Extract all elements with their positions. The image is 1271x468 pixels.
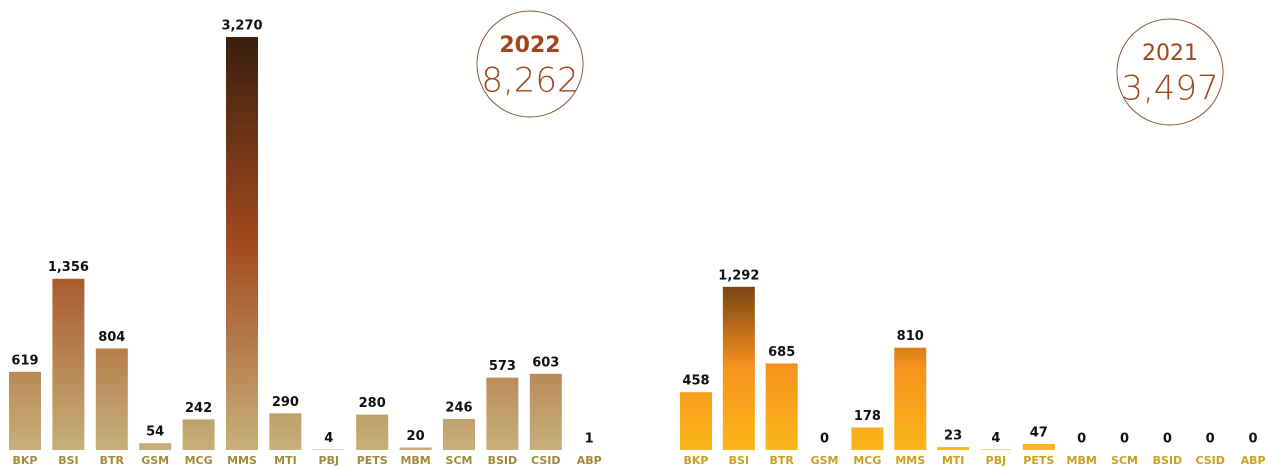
value-label: 458: [682, 374, 709, 389]
x-tick-label: MBM: [400, 454, 430, 467]
annotation-year: 2021: [1142, 41, 1198, 66]
value-label: 603: [532, 355, 559, 370]
value-label: 290: [272, 395, 299, 410]
annotation-total: 8,262: [481, 61, 578, 101]
bar: [182, 419, 215, 450]
bar: [226, 37, 258, 450]
value-label: 0: [1077, 432, 1086, 447]
x-tick-label: PBJ: [986, 454, 1007, 467]
x-tick-label: CSID: [531, 454, 560, 467]
x-tick-label: BTR: [100, 454, 125, 467]
x-tick-label: BTR: [770, 454, 795, 467]
value-label: 4: [991, 431, 1000, 446]
annotation-circle: [1116, 18, 1224, 126]
bar: [269, 413, 302, 450]
x-tick-label: MMS: [227, 454, 257, 467]
value-label: 573: [489, 359, 516, 374]
x-tick-label: ABP: [577, 454, 602, 467]
x-tick-label: MTI: [942, 454, 965, 467]
bar: [356, 414, 389, 450]
bar: [486, 377, 519, 450]
value-label: 810: [897, 329, 924, 344]
value-label: 23: [944, 429, 962, 444]
value-label: 685: [768, 345, 795, 360]
value-label: 3,270: [221, 19, 262, 34]
x-tick-label: SCM: [1111, 454, 1138, 467]
value-label: 1,356: [48, 260, 89, 275]
x-tick-label: MCG: [853, 454, 881, 467]
value-label: 0: [1163, 432, 1172, 447]
value-label: 242: [185, 401, 212, 416]
bar: [937, 447, 970, 450]
bar: [399, 447, 432, 450]
x-tick-label: GSM: [811, 454, 839, 467]
x-tick-label: CSID: [1195, 454, 1224, 467]
x-tick-label: GSM: [141, 454, 169, 467]
x-tick-label: BSI: [729, 454, 749, 467]
x-tick-label: PETS: [1023, 454, 1054, 467]
value-label: 54: [146, 425, 164, 440]
bar: [529, 373, 562, 450]
value-label: 47: [1030, 426, 1048, 441]
value-label: 280: [359, 396, 386, 411]
x-tick-label: BSI: [58, 454, 78, 467]
x-tick-label: PBJ: [319, 454, 340, 467]
bar: [851, 427, 884, 450]
annotation-year: 2022: [499, 33, 560, 58]
bar: [680, 392, 712, 450]
annotation-total: 3,497: [1121, 69, 1218, 109]
bar: [312, 449, 345, 450]
x-tick-label: SCM: [446, 454, 473, 467]
value-label: 1: [585, 431, 594, 446]
bar: [765, 363, 798, 450]
bar: [443, 418, 475, 450]
x-tick-label: ABP: [1241, 454, 1266, 467]
bar: [52, 278, 85, 450]
bar: [979, 449, 1012, 450]
x-tick-label: BSID: [488, 454, 518, 467]
value-label: 0: [1120, 432, 1129, 447]
bar: [95, 348, 128, 450]
x-tick-label: MMS: [895, 454, 925, 467]
value-label: 178: [854, 409, 881, 424]
x-tick-label: BKP: [684, 454, 709, 467]
value-label: 246: [445, 400, 472, 415]
x-tick-label: MBM: [1067, 454, 1097, 467]
annotation-circle: [476, 10, 584, 118]
value-label: 20: [407, 429, 425, 444]
x-tick-label: PETS: [357, 454, 388, 467]
value-label: 4: [324, 431, 333, 446]
x-tick-label: MCG: [185, 454, 213, 467]
value-label: 0: [1206, 432, 1215, 447]
value-label: 619: [11, 353, 38, 368]
bar: [1022, 444, 1055, 450]
bar: [139, 443, 172, 450]
value-label: 804: [98, 330, 125, 345]
x-tick-label: BKP: [13, 454, 38, 467]
bar: [894, 347, 927, 450]
value-label: 0: [1249, 432, 1258, 447]
x-tick-label: MTI: [274, 454, 297, 467]
bar: [9, 371, 41, 450]
x-tick-label: BSID: [1153, 454, 1183, 467]
bar: [722, 286, 755, 450]
value-label: 0: [820, 432, 829, 447]
value-label: 1,292: [718, 268, 759, 283]
